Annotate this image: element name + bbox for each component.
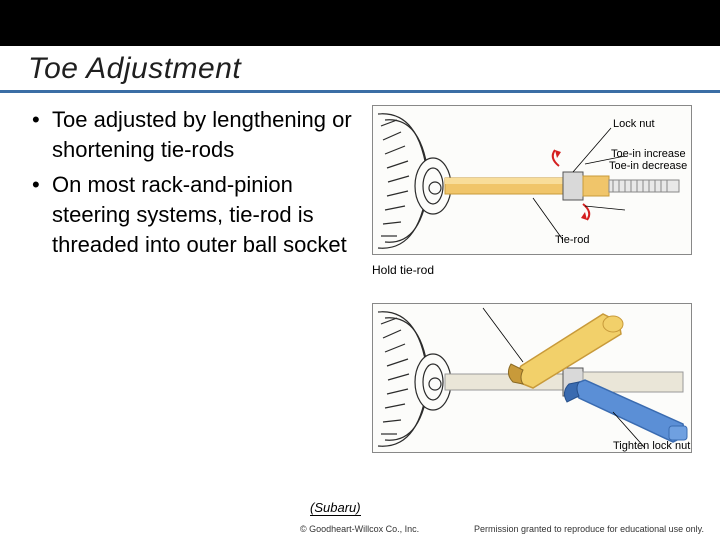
label-toe-in: Toe-in increase xyxy=(611,148,686,160)
text-column: • Toe adjusted by lengthening or shorten… xyxy=(32,105,372,473)
bullet-text: On most rack-and-pinion steering systems… xyxy=(52,170,362,259)
bullet-marker: • xyxy=(32,170,52,259)
bullet-text: Toe adjusted by lengthening or shortenin… xyxy=(52,105,362,164)
footer-copyright: © Goodheart-Willcox Co., Inc. xyxy=(300,524,419,534)
wrench-diagram xyxy=(373,304,692,453)
top-black-band xyxy=(0,0,720,46)
title-bar: Toe Adjustment xyxy=(0,46,720,93)
bullet-marker: • xyxy=(32,105,52,164)
footer: © Goodheart-Willcox Co., Inc. Permission… xyxy=(0,524,720,534)
label-tighten-lock-nut: Tighten lock nut xyxy=(613,440,690,452)
figure-bottom: Tighten lock nut xyxy=(372,303,692,453)
image-attribution: (Subaru) xyxy=(310,500,361,516)
page-title: Toe Adjustment xyxy=(28,52,692,86)
label-lock-nut: Lock nut xyxy=(613,118,655,130)
footer-permission: Permission granted to reproduce for educ… xyxy=(474,524,704,534)
figure-column: Lock nut Toe-in increase Toe-in decrease… xyxy=(372,105,710,473)
label-toe-out: Toe-in decrease xyxy=(609,160,687,172)
label-tie-rod: Tie-rod xyxy=(555,234,589,246)
bullet-item: • On most rack-and-pinion steering syste… xyxy=(32,170,362,259)
label-hold-tie-rod: Hold tie-rod xyxy=(372,263,434,277)
content-area: • Toe adjusted by lengthening or shorten… xyxy=(0,93,720,473)
figure-top: Lock nut Toe-in increase Toe-in decrease… xyxy=(372,105,692,255)
bullet-item: • Toe adjusted by lengthening or shorten… xyxy=(32,105,362,164)
